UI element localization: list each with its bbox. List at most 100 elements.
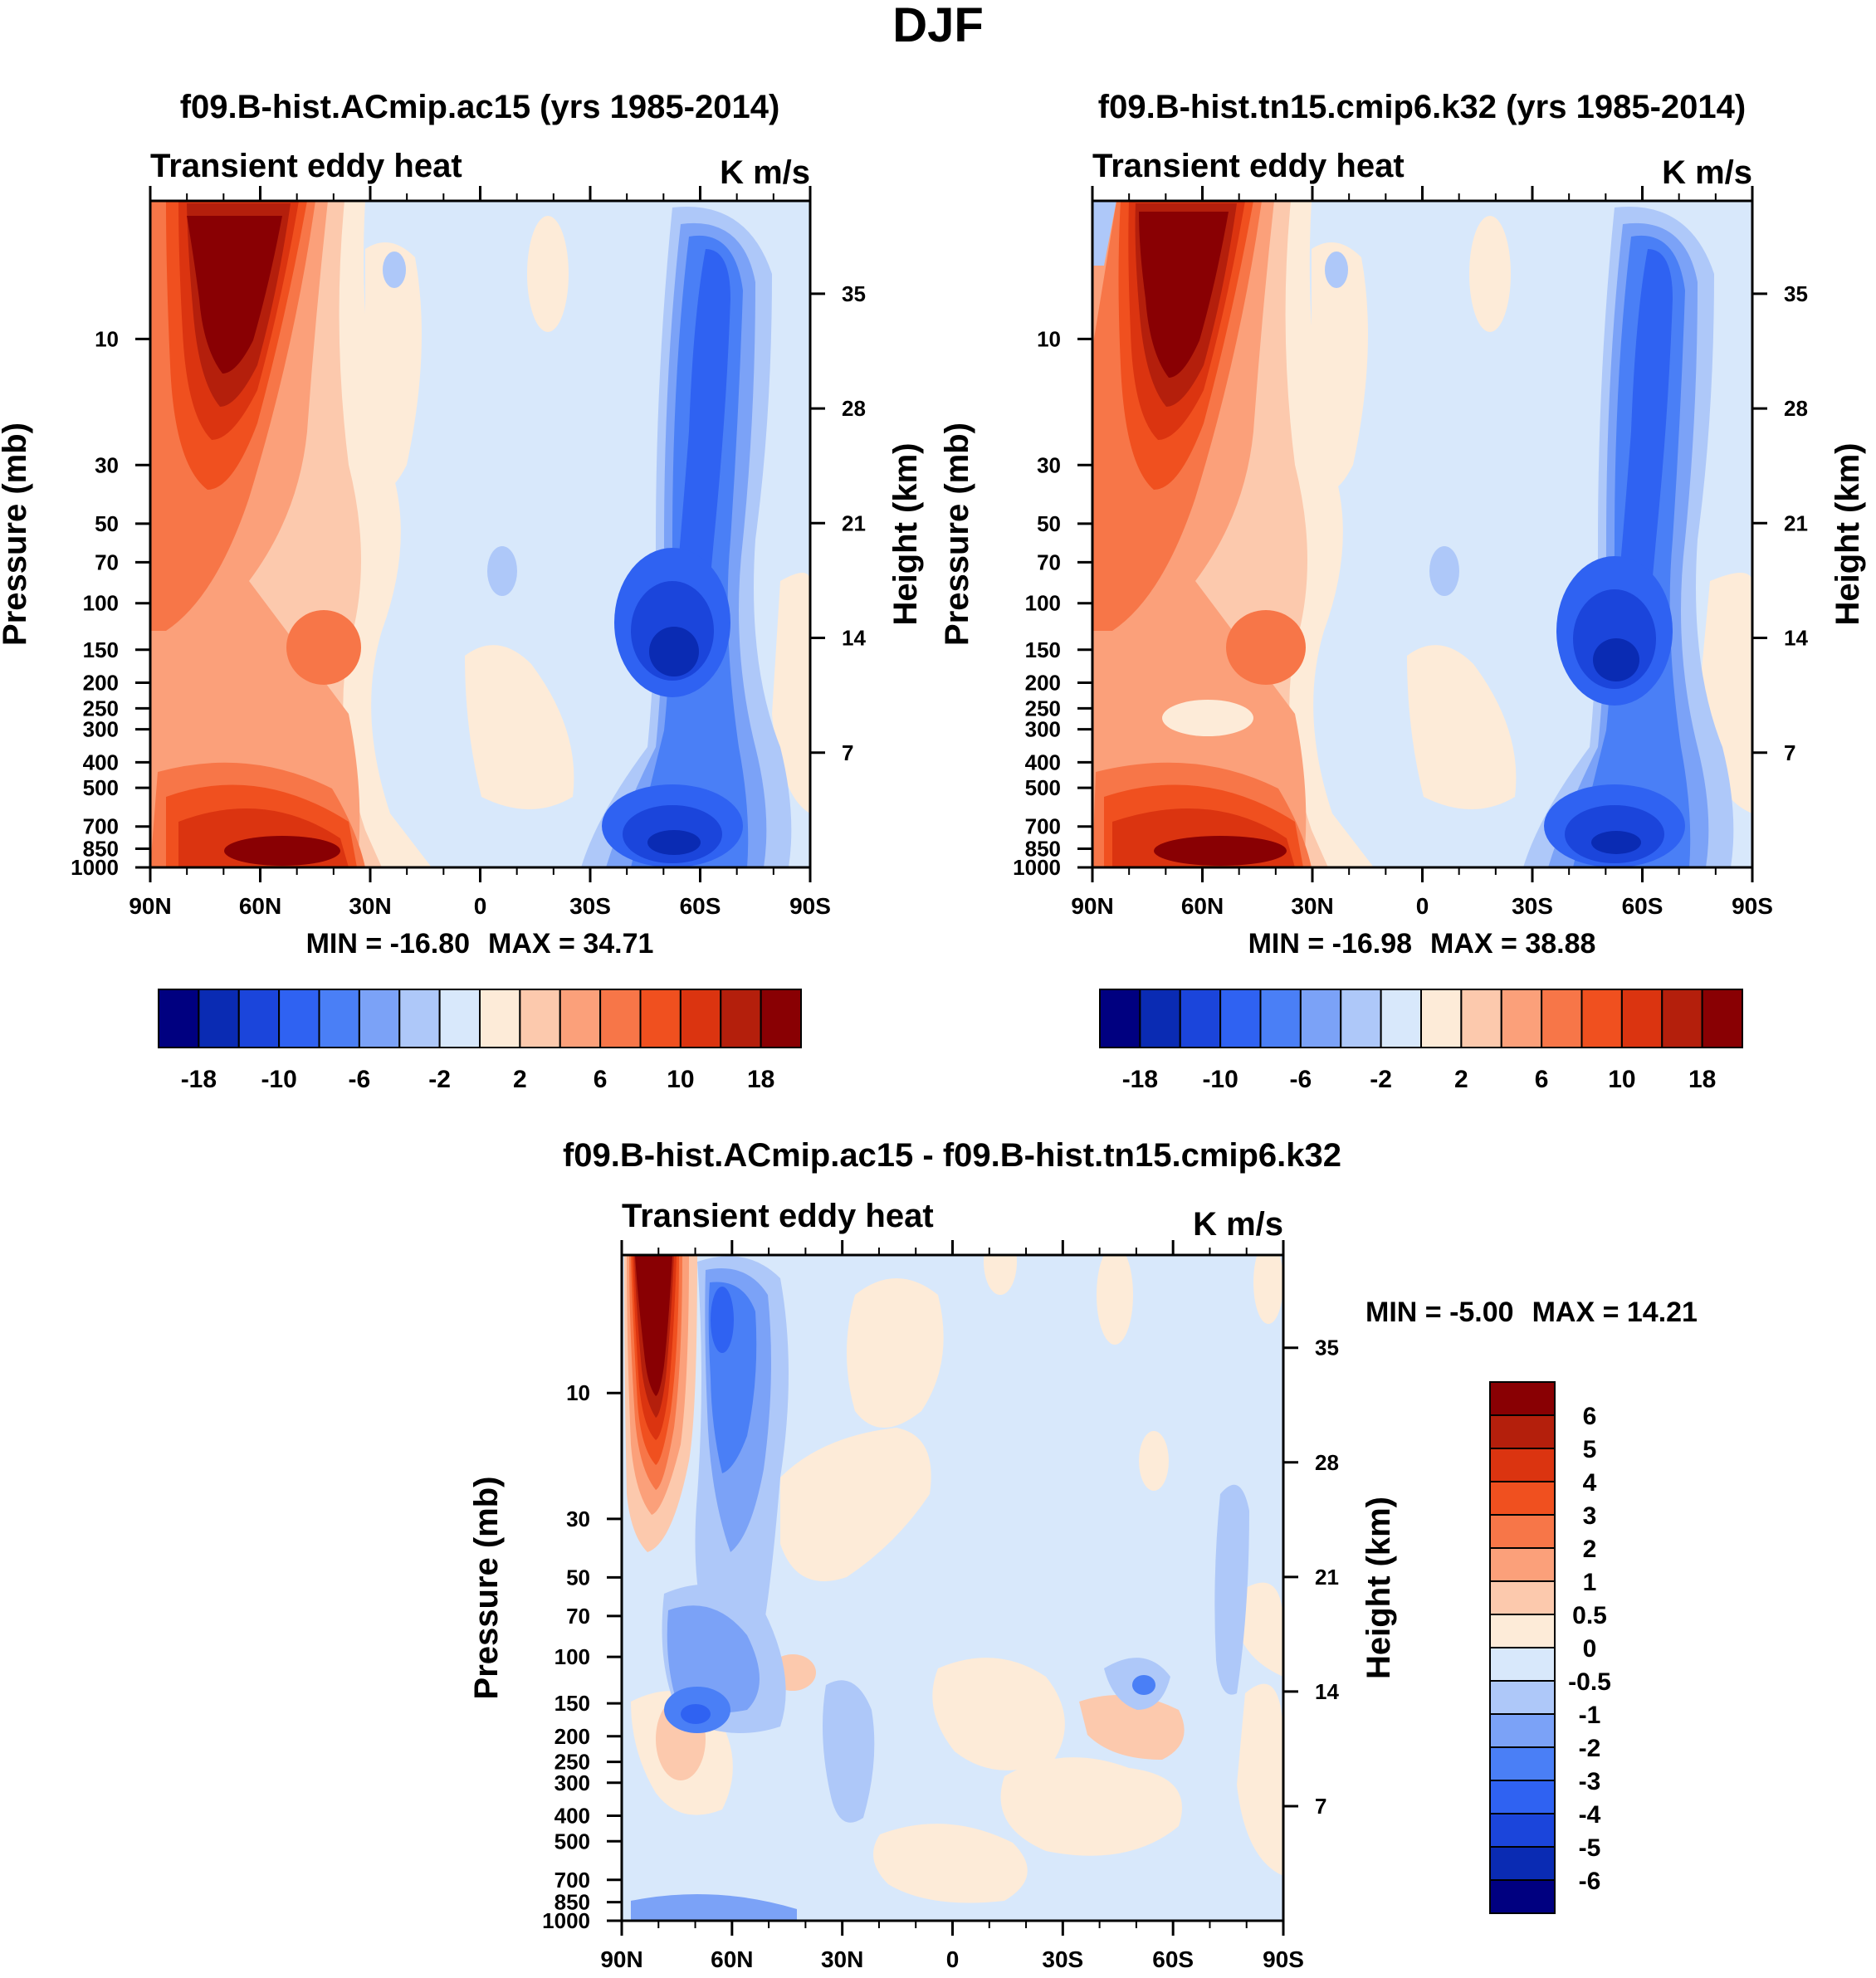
height-tick-label: 28 [1315,1450,1339,1475]
colorbar-swatch [318,989,360,1048]
colorbar-label: 2 [513,1066,527,1093]
lat-tick-label: 90S [1263,1946,1304,1972]
colorbars: -18 -10 -6 -2 2 6 10 18 -18 -10 -6 -2 2 6 10 186543210.… [158,989,1743,1914]
pressure-tick-label: 250 [83,696,119,720]
colorbar-label: 6 [594,1066,608,1093]
colorbar-swatch [1489,1813,1556,1848]
pressure-tick-label: 400 [83,750,119,774]
colorbar-swatch [1380,989,1422,1048]
colorbar-swatch [639,989,682,1048]
colorbar-label: 0 [1583,1635,1597,1663]
panel-3-axes: 90N 60N 30N 0 30S 60S 90S103050701001502002503… [468,1240,1397,1972]
panel-2-contours [1092,201,1752,867]
colorbar-swatch [1489,1746,1556,1781]
lat-tick-label: 30S [1042,1946,1083,1972]
colorbar-label: -10 [1202,1066,1238,1093]
lat-tick-label: 60S [1622,893,1663,919]
colorbar-swatch [1489,1381,1556,1416]
pressure-tick-label: 10 [95,326,119,351]
colorbar-swatch [1489,1448,1556,1482]
lat-tick-label: 60N [239,893,281,919]
pressure-tick-label: 1000 [71,855,119,880]
colorbar-swatch [519,989,561,1048]
colorbar-label: 2 [1583,1536,1597,1563]
colorbar-diff: 6 5 4 3 2 1 0.5 0 -0.5 -1 -2 -3 -4 -5 -6 [1489,1381,1611,1914]
colorbar-label: 5 [1583,1436,1597,1463]
min-max-label: MIN = -16.80 MAX = 34.71 [306,928,654,960]
colorbar-swatch [679,989,722,1048]
colorbar-swatch [1489,1846,1556,1881]
colorbar-label: -5 [1579,1834,1601,1862]
lat-tick-label: 30S [569,893,611,919]
colorbar-swatch [278,989,320,1048]
panel-2: f09.B-hist.tn15.cmip6.k32 (yrs 1985-2014… [1091,89,1754,869]
colorbar-label: 1 [1583,1569,1597,1596]
figure-title: DJF [892,0,984,52]
colorbar-swatch [1099,989,1141,1048]
pressure-tick-label: 1000 [542,1908,590,1933]
pressure-tick-label: 400 [1025,750,1061,774]
lat-tick-label: 0 [1416,893,1429,919]
panel-2-variable-label: Transient eddy heat [1092,148,1405,184]
panel-diff: f09.B-hist.ACmip.ac15 - f09.B-hist.tn15.… [563,1137,1341,1922]
colorbar-label: 6 [1535,1066,1549,1093]
height-axis-title: Height (km) [1830,443,1866,626]
height-tick-label: 7 [1784,740,1795,765]
pressure-tick-label: 70 [566,1604,590,1629]
colorbar-swatch [1661,989,1703,1048]
colorbar-swatch [1139,989,1181,1048]
max-label: MAX = 38.88 [1430,928,1595,960]
height-tick-label: 14 [842,626,866,651]
pressure-tick-label: 300 [83,717,119,742]
colorbar-swatch [1489,1879,1556,1914]
height-tick-label: 14 [1784,626,1808,651]
pressure-tick-label: 250 [554,1750,590,1775]
height-tick-label: 21 [1315,1565,1339,1590]
colorbar-swatch [1580,989,1623,1048]
colorbar-label: 18 [1688,1066,1716,1093]
panel-diff-variable-label: Transient eddy heat [622,1198,934,1234]
colorbar-swatch [398,989,441,1048]
pressure-tick-label: 150 [1025,637,1061,662]
height-tick-label: 21 [842,510,866,535]
colorbar-swatch [438,989,481,1048]
pressure-tick-label: 200 [83,671,119,696]
min-label: MIN = -16.98 [1248,928,1412,960]
pressure-tick-label: 300 [554,1770,590,1795]
colorbar-label: 3 [1583,1502,1597,1530]
height-axis-title: Height (km) [887,443,924,626]
colorbar-label: -1 [1579,1702,1601,1729]
lat-tick-label: 30S [1512,893,1553,919]
height-tick-label: 28 [1784,396,1808,421]
colorbar-swatch [1620,989,1663,1048]
pressure-tick-label: 150 [554,1691,590,1716]
pressure-tick-label: 100 [554,1644,590,1669]
colorbar-panel-1: -18 -10 -6 -2 2 6 10 18 [158,989,802,1093]
colorbar-swatch [479,989,521,1048]
pressure-tick-label: 100 [83,591,119,616]
min-max-label: MIN = -5.00 MAX = 14.21 [1365,1297,1698,1328]
lat-tick-label: 60N [711,1946,753,1972]
colorbar-label: 6 [1583,1403,1597,1430]
colorbar-label: -10 [261,1066,296,1093]
colorbar-label: -6 [1290,1066,1312,1093]
pressure-tick-label: 200 [554,1724,590,1749]
colorbar-swatch [1489,1713,1556,1748]
colorbar-label: 10 [1608,1066,1635,1093]
axes-layer: 90N 60N 30N 0 30S 60S 90S103050701001502002503… [0,186,1866,1972]
lat-tick-label: 0 [946,1946,960,1972]
lat-tick-label: 90S [1732,893,1773,919]
pressure-tick-label: 30 [95,452,119,477]
max-label: MAX = 14.21 [1532,1297,1698,1328]
colorbar-swatch [1489,1614,1556,1648]
pressure-tick-label: 150 [83,637,119,662]
height-tick-label: 21 [1784,510,1808,535]
colorbar-label: -2 [1370,1066,1392,1093]
lat-tick-label: 90N [1071,893,1113,919]
colorbar-swatch [1489,1481,1556,1516]
colorbar-swatch [1489,1514,1556,1549]
lat-tick-label: 60N [1181,893,1224,919]
pressure-axis-title: Pressure (mb) [939,422,975,646]
pressure-tick-label: 500 [554,1829,590,1853]
colorbar-swatch [1489,1414,1556,1449]
